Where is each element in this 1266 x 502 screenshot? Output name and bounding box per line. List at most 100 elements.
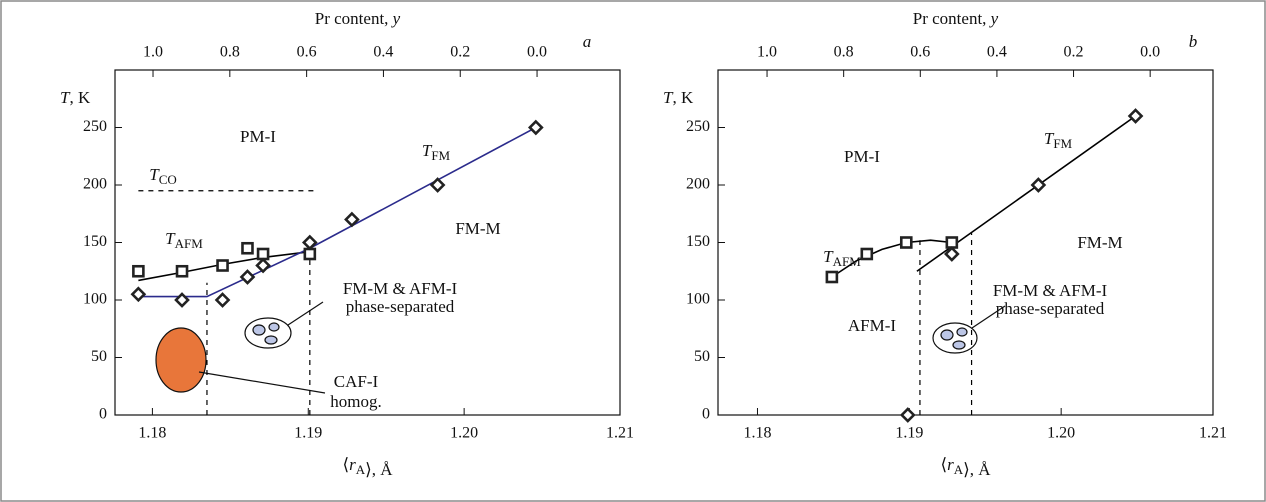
y-tick-label: 50	[91, 348, 107, 365]
x-tick-label: 1.20	[450, 425, 478, 442]
x2-tick-label: 0.8	[834, 44, 854, 61]
diamond-marker	[1030, 177, 1047, 193]
text-part: ⟨	[343, 455, 350, 474]
x2-tick-label: 1.0	[143, 44, 163, 61]
annotation: TCO	[149, 165, 177, 187]
text-part: FM-M	[455, 219, 500, 238]
text-part: A	[356, 462, 366, 477]
text-part: phase-separated	[996, 299, 1105, 318]
phase-separated-icon	[244, 301, 324, 349]
text-part: r	[349, 455, 356, 474]
annotation: PM-I	[844, 147, 880, 166]
x-tick-label: 1.21	[1199, 425, 1227, 442]
y-tick-label: 0	[99, 406, 107, 423]
panel: 1.18 1.19 1.20 1.21 1.0 0.8 0.6 0.4 0.2 0.0 0 50 100…	[663, 9, 1227, 479]
line	[831, 239, 952, 278]
diamond-marker	[301, 234, 318, 251]
text-part: FM-M & AFM-I	[343, 279, 458, 298]
annotation: PM-I	[240, 127, 276, 146]
diamond-marker	[130, 286, 147, 303]
x-tick-label: 1.18	[743, 425, 771, 442]
text-part: phase-separated	[346, 297, 455, 316]
text-part: homog.	[330, 392, 381, 411]
annotation: phase-separated	[996, 299, 1105, 318]
x2-tick-label: 0.2	[450, 44, 470, 61]
text-part: PM-I	[844, 147, 880, 166]
y-tick-label: 250	[686, 118, 710, 135]
text-part: b	[1189, 32, 1198, 51]
square-marker	[216, 259, 229, 272]
x2-tick-label: 1.0	[757, 44, 777, 61]
y-tick-label: 100	[83, 291, 107, 308]
x-tick-label: 1.19	[895, 425, 923, 442]
annotation: FM-M	[455, 219, 500, 238]
y-tick-label: 50	[694, 348, 710, 365]
text-part: CO	[159, 172, 177, 187]
annotation: TAFM	[823, 247, 861, 269]
y-tick-label: 250	[83, 118, 107, 135]
phase-separated-icon	[932, 305, 1006, 354]
panel: 1.18 1.19 1.20 1.21 1.0 0.8 0.6 0.4 0.2 0.0 0 50 100…	[60, 9, 634, 479]
diamond-marker	[239, 269, 256, 285]
square-marker	[175, 264, 189, 278]
text-part: T	[149, 165, 160, 184]
annotation: AFM-I	[848, 316, 897, 335]
x2-axis-title: Pr content, y	[913, 9, 999, 28]
y-tick-label: 150	[686, 233, 710, 250]
square-marker	[899, 236, 913, 249]
x2-tick-label: 0.0	[1140, 44, 1160, 61]
text-part: PM-I	[240, 127, 276, 146]
y-axis-title: T, K	[663, 88, 694, 107]
text-part: T	[165, 229, 176, 248]
diamond-marker	[255, 257, 271, 274]
square-marker	[256, 247, 270, 261]
text-part: FM-M	[1077, 233, 1122, 252]
annotation: TAFM	[165, 229, 203, 251]
square-marker	[825, 270, 839, 284]
diamond-marker	[527, 119, 544, 136]
diamond-marker	[214, 292, 231, 308]
annotation: FM-M & AFM-I	[993, 281, 1108, 300]
annotation: a	[583, 32, 592, 51]
x2-tick-label: 0.4	[373, 44, 393, 61]
square-marker	[241, 241, 254, 255]
text-part: r	[947, 455, 954, 474]
text-part: Pr content,	[315, 9, 393, 28]
text-part: y	[391, 9, 401, 28]
x2-tick-label: 0.6	[910, 44, 930, 61]
line	[138, 126, 537, 298]
x-axis-title: ⟨rA⟩, Å	[941, 455, 992, 479]
text-part: AFM	[175, 236, 204, 251]
text-part: ⟩, Å	[365, 460, 393, 479]
x-tick-label: 1.21	[606, 425, 634, 442]
x-tick-label: 1.19	[294, 425, 322, 442]
square-marker	[303, 247, 317, 261]
y-tick-label: 150	[83, 233, 107, 250]
annotation: homog.	[330, 392, 381, 411]
text-part: T	[1044, 129, 1055, 148]
text-part: CAF-I	[334, 372, 379, 391]
diamond-marker	[1127, 108, 1144, 124]
annotation: FM-M	[1077, 233, 1122, 252]
text-part: AFM	[833, 254, 862, 269]
text-part: FM-M & AFM-I	[993, 281, 1108, 300]
text-part: FM	[1053, 136, 1072, 151]
text-part: Pr content,	[913, 9, 991, 28]
text-part: AFM-I	[848, 316, 897, 335]
y-tick-label: 200	[83, 176, 107, 193]
diamond-marker	[429, 177, 446, 193]
diamond-marker	[943, 246, 960, 262]
text-part: A	[954, 462, 964, 477]
annotation: phase-separated	[346, 297, 455, 316]
x-tick-label: 1.18	[138, 425, 166, 442]
caf-i-icon	[155, 327, 326, 394]
square-marker	[132, 264, 145, 278]
text-part: T	[60, 88, 71, 107]
x2-tick-label: 0.4	[987, 44, 1007, 61]
annotation: CAF-I	[334, 372, 379, 391]
text-part: ⟩, Å	[963, 460, 991, 479]
diamond-marker	[174, 292, 190, 308]
